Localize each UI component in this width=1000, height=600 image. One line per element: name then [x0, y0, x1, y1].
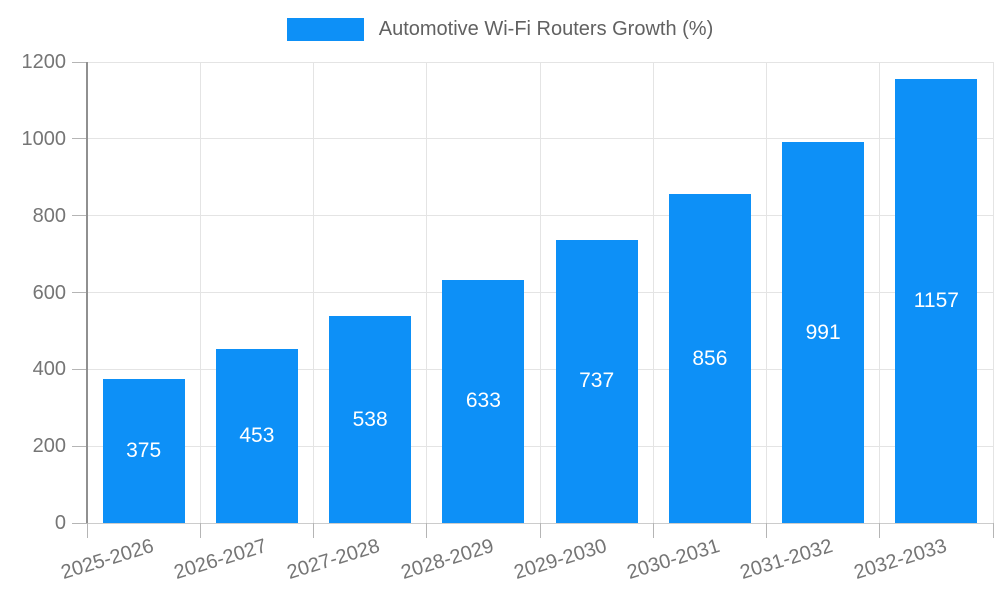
x-tick-mark [539, 523, 541, 538]
x-axis-tick-label: 2031-2032 [737, 534, 836, 584]
legend-label[interactable]: Automotive Wi-Fi Routers Growth (%) [378, 18, 714, 40]
y-axis-tick-label: 400 [32, 358, 66, 381]
bar[interactable]: 737 [555, 239, 638, 523]
x-tick-mark [766, 523, 767, 538]
y-tick-mark [72, 215, 87, 217]
legend-swatch[interactable] [286, 18, 364, 41]
gridline-vertical [766, 62, 767, 523]
y-tick-mark [72, 522, 87, 524]
gridline-vertical [652, 62, 654, 523]
y-axis-tick-label: 0 [54, 512, 66, 534]
bar-value-label: 453 [239, 423, 275, 447]
x-axis-tick-label: 2025-2026 [58, 534, 157, 584]
x-axis-tick-label: 2027-2028 [284, 534, 383, 584]
y-tick-mark [72, 61, 87, 63]
bar[interactable]: 856 [668, 194, 751, 523]
x-axis-tick-label: 2026-2027 [171, 534, 270, 584]
legend: Automotive Wi-Fi Routers Growth (%) [0, 18, 1000, 41]
y-tick-mark [72, 138, 87, 140]
x-axis-tick-label: 2032-2033 [851, 534, 950, 584]
bar-value-label: 737 [579, 369, 615, 393]
y-axis-tick-label: 600 [32, 281, 66, 304]
x-tick-mark [426, 523, 428, 538]
bar-value-label: 633 [465, 389, 501, 413]
y-axis-tick-label: 1000 [21, 127, 67, 150]
x-tick-mark [199, 523, 201, 538]
x-tick-mark [652, 523, 654, 538]
x-tick-mark [879, 523, 881, 538]
y-tick-mark [72, 368, 87, 370]
bar[interactable]: 453 [215, 348, 298, 523]
bar-value-label: 1157 [913, 288, 959, 312]
gridline-vertical [199, 62, 201, 523]
bar[interactable]: 375 [102, 378, 185, 523]
bar-value-label: 375 [126, 438, 162, 462]
bar[interactable]: 1157 [895, 78, 978, 523]
y-axis-tick-label: 1200 [21, 51, 67, 73]
x-axis-tick-label: 2029-2030 [511, 534, 610, 584]
gridline-vertical [992, 62, 994, 523]
y-axis-tick-label: 800 [32, 204, 66, 227]
gridline-vertical [539, 62, 541, 523]
bar[interactable]: 538 [329, 316, 412, 523]
y-tick-mark [72, 292, 87, 293]
bar[interactable]: 633 [442, 279, 525, 523]
gridline-vertical [879, 62, 881, 523]
x-axis-tick-label: 2028-2029 [398, 534, 497, 584]
gridline-vertical [426, 62, 428, 523]
bar[interactable]: 991 [782, 142, 865, 523]
y-axis-tick-label: 200 [32, 435, 66, 458]
bar-value-label: 991 [805, 320, 841, 344]
bar-value-label: 538 [352, 407, 388, 431]
gridline-vertical [313, 62, 314, 523]
x-tick-mark [313, 523, 314, 538]
y-axis-line [86, 62, 88, 523]
x-tick-mark [992, 523, 994, 538]
y-tick-mark [72, 445, 87, 447]
x-tick-mark [86, 523, 88, 538]
bar-value-label: 856 [692, 346, 728, 370]
x-axis-tick-label: 2030-2031 [624, 534, 723, 584]
